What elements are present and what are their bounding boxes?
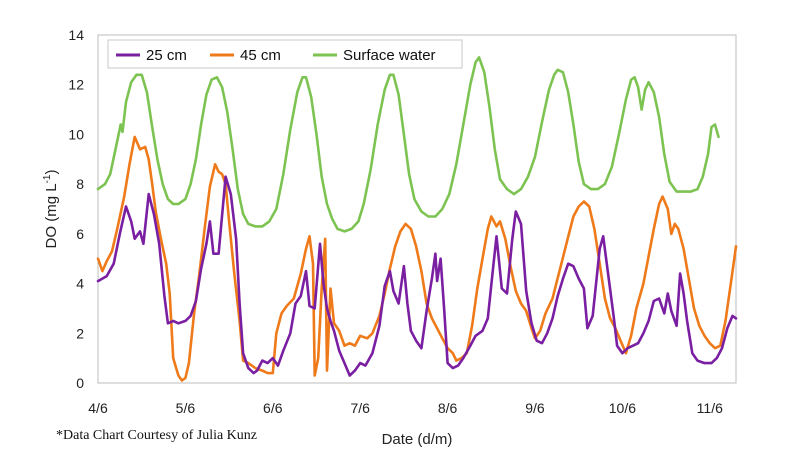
- legend: 25 cm 45 cm Surface water: [107, 39, 463, 69]
- series-line-25-cm: [96, 175, 738, 377]
- y-tick-label: 10: [68, 126, 84, 142]
- legend-label-25cm: 25 cm: [146, 47, 187, 64]
- y-tick-label: 2: [76, 325, 84, 341]
- x-axis: 4/6 5/6 6/6 7/6 8/6 9/6 10/6 11/6: [88, 400, 723, 416]
- x-axis-title: Date (d/m): [382, 431, 453, 448]
- legend-label-45cm: 45 cm: [240, 47, 281, 64]
- data-credit: *Data Chart Courtesy of Julia Kunz: [56, 428, 258, 443]
- x-tick-label: 11/6: [697, 400, 723, 416]
- y-tick-label: 8: [76, 176, 84, 192]
- legend-box: [107, 39, 463, 69]
- x-tick-label: 6/6: [263, 400, 283, 416]
- x-tick-label: 4/6: [88, 400, 108, 416]
- x-tick-label: 8/6: [438, 400, 458, 416]
- y-tick-label: 14: [68, 27, 84, 43]
- plot-border: [97, 34, 737, 384]
- y-axis: 0 2 4 6 8 10 12 14: [68, 27, 84, 391]
- y-tick-label: 0: [76, 375, 84, 391]
- x-tick-label: 7/6: [350, 400, 370, 416]
- series-layer: [96, 56, 738, 382]
- y-tick-label: 12: [68, 77, 84, 93]
- x-tick-label: 5/6: [176, 400, 196, 416]
- x-tick-label: 9/6: [525, 400, 545, 416]
- y-axis-title: DO (mg L-1): [42, 170, 60, 249]
- legend-label-surface-water: Surface water: [343, 47, 436, 64]
- y-tick-label: 6: [76, 226, 84, 242]
- series-line-surface-water: [96, 56, 720, 233]
- y-tick-label: 4: [76, 276, 84, 292]
- plot-area: [97, 34, 737, 384]
- x-tick-label: 10/6: [609, 400, 636, 416]
